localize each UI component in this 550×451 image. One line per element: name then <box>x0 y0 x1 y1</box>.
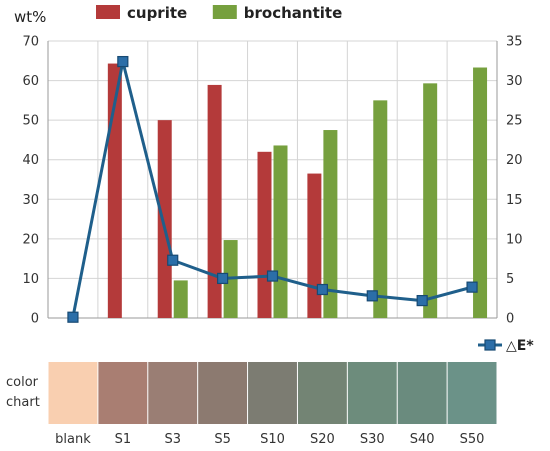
line-marker <box>67 311 79 323</box>
y2-tick-label: 35 <box>506 35 523 50</box>
axes: 0 10 20 30 40 50 60 70 0 5 10 15 20 25 30 35 wt% <box>14 8 523 327</box>
y2-tick-label: 5 <box>506 272 514 287</box>
line-marker <box>316 283 328 296</box>
color-chart-label: chart <box>6 395 40 410</box>
x-tick-label: S20 <box>310 432 335 447</box>
color-swatch <box>297 362 347 424</box>
x-tick-label: S10 <box>260 432 285 447</box>
x-tick-label: S1 <box>115 432 132 447</box>
bar-brochantite <box>273 145 288 318</box>
line-marker <box>217 272 229 285</box>
y2-tick-label: 30 <box>506 74 523 89</box>
y-tick-label: 50 <box>22 114 39 129</box>
color-swatch <box>148 362 198 424</box>
bar-brochantite <box>173 280 188 318</box>
x-tick-label: S40 <box>410 432 435 447</box>
bar-brochantite <box>373 100 388 318</box>
legend-label-cuprite: cuprite <box>127 4 187 22</box>
line-marker <box>366 290 378 302</box>
x-tick-label: S5 <box>214 432 231 447</box>
color-swatch <box>248 362 297 424</box>
y2-tick-label: 0 <box>506 312 514 327</box>
y2-tick-label: 25 <box>506 114 523 129</box>
color-swatch <box>198 362 248 424</box>
y-tick-label: 60 <box>22 74 39 89</box>
y-unit-label: wt% <box>14 8 46 26</box>
y2-tick-label: 10 <box>506 232 523 247</box>
bar-cuprite <box>307 173 322 318</box>
color-chart-label: color <box>6 375 39 390</box>
bar-brochantite <box>423 83 438 318</box>
line-marker <box>167 254 179 266</box>
delta-e-line <box>67 55 478 323</box>
y-tick-label: 20 <box>22 232 39 247</box>
bar-cuprite <box>207 84 222 318</box>
bar-brochantite <box>323 130 338 318</box>
legend-swatch-brochantite <box>212 5 237 19</box>
y-tick-label: 10 <box>22 272 39 287</box>
legend: cuprite brochantite △E* <box>96 4 534 354</box>
bar-brochantite <box>473 67 488 319</box>
legend-label-delta-e: △E* <box>506 338 534 354</box>
x-tick-label: S3 <box>164 432 181 447</box>
color-swatch <box>98 362 148 424</box>
y-tick-label: 70 <box>22 35 39 50</box>
bar-cuprite <box>157 120 172 319</box>
y-tick-label: 30 <box>22 193 39 208</box>
color-swatch <box>48 362 98 424</box>
color-swatch <box>347 362 397 424</box>
color-chart: color chart <box>6 362 497 424</box>
line-marker <box>416 294 428 307</box>
legend-label-brochantite: brochantite <box>244 4 342 22</box>
line-marker <box>266 270 279 282</box>
y2-tick-label: 15 <box>506 193 523 208</box>
y-tick-label: 40 <box>22 153 39 168</box>
x-tick-label: S30 <box>360 432 385 447</box>
color-swatch <box>447 362 497 424</box>
line-marker <box>117 55 129 68</box>
legend-line-marker <box>484 339 496 351</box>
y2-tick-label: 20 <box>506 153 523 168</box>
color-swatch <box>397 362 447 424</box>
legend-swatch-cuprite <box>96 5 120 19</box>
bar-cuprite <box>257 151 272 318</box>
y-tick-label: 0 <box>31 312 39 327</box>
x-tick-labels: blank S1 S3 S5 S10 S20 S30 S40 S50 <box>55 432 484 447</box>
x-tick-label: S50 <box>460 432 485 447</box>
x-tick-label: blank <box>55 432 91 447</box>
line-marker <box>466 281 478 293</box>
